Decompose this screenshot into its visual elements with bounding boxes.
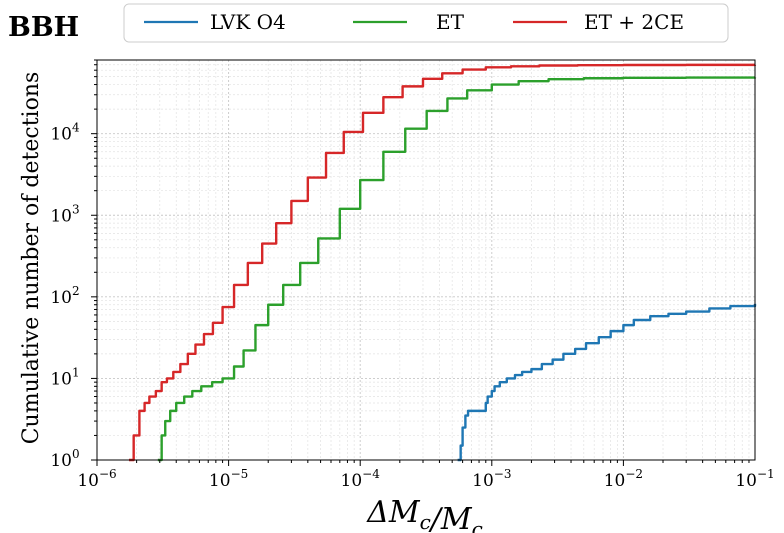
legend-label-lvk-o4: LVK O4 bbox=[210, 10, 286, 34]
ticks: 10−6 10−5 10−4 10−3 10−2 10−1 100 101 102 103 104 bbox=[50, 59, 775, 491]
series-line-et bbox=[157, 76, 757, 462]
x-tick-label: 10−1 bbox=[735, 467, 774, 491]
grid bbox=[96, 59, 755, 461]
y-tick-label: 104 bbox=[50, 121, 80, 145]
y-tick-label: 101 bbox=[50, 365, 79, 389]
x-tick-label: 10−2 bbox=[604, 467, 643, 491]
axes-frame bbox=[96, 59, 756, 461]
x-tick-label: 10−3 bbox=[472, 467, 511, 491]
series-line-lvk-o4 bbox=[457, 303, 757, 462]
legend-label-et: ET bbox=[436, 10, 465, 34]
legend-box bbox=[123, 3, 729, 43]
x-tick-label: 10−6 bbox=[77, 467, 116, 491]
legend-label-et-2ce: ET + 2CE bbox=[584, 10, 684, 34]
series-line-et-2ce bbox=[128, 63, 757, 462]
legend: LVK O4 ET ET + 2CE bbox=[123, 3, 729, 43]
x-tick-label: 10−5 bbox=[209, 467, 248, 491]
x-tick-label: 10−4 bbox=[341, 467, 381, 491]
series-layer bbox=[128, 63, 757, 462]
y-tick-label: 102 bbox=[50, 284, 79, 308]
x-axis-label: ΔMc/Mc bbox=[366, 495, 483, 533]
y-axis-label: Cumulative number of detections bbox=[19, 72, 44, 445]
y-tick-label: 100 bbox=[50, 447, 79, 471]
panel-label: BBH bbox=[8, 12, 79, 43]
y-tick-label: 103 bbox=[50, 202, 79, 226]
